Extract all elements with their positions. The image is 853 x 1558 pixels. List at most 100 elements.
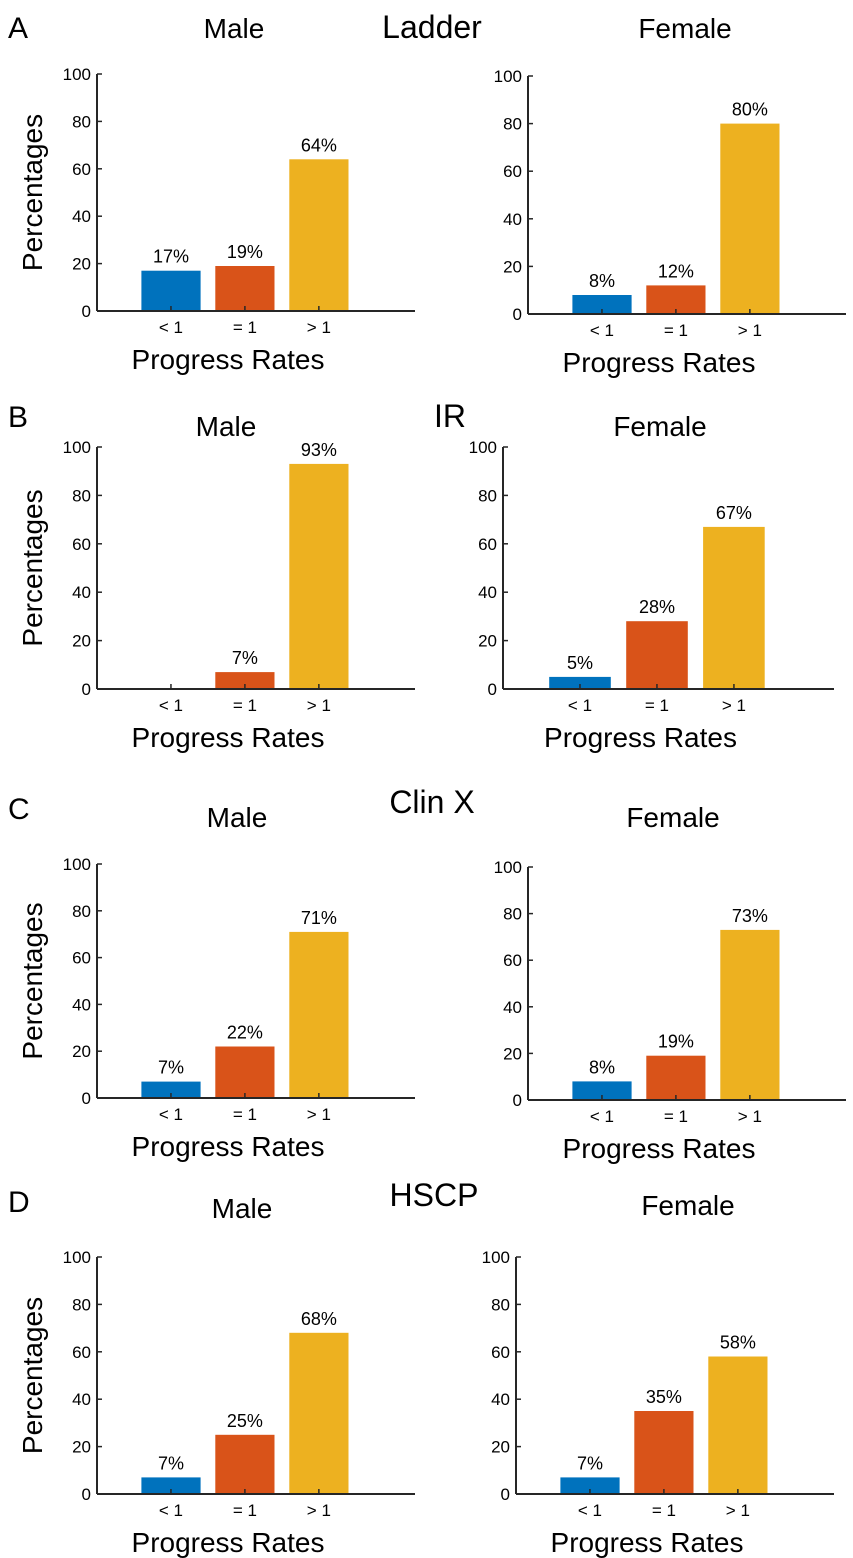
bar-1 [215,1046,275,1098]
y-axis-label: Percentages [17,489,48,646]
data-label: 7% [232,648,258,668]
x-tick-label: > 1 [307,318,331,337]
data-label: 12% [658,261,694,281]
x-tick-label: = 1 [664,321,688,340]
y-tick-label: 100 [469,438,497,457]
y-tick-label: 0 [82,302,91,321]
y-tick-label: 0 [501,1485,510,1504]
data-label: 80% [732,100,768,120]
x-axis-label: Progress Rates [544,722,737,753]
bar-0 [560,1477,620,1494]
data-label: 22% [227,1023,263,1043]
group-title-hscp: HSCP [390,1177,479,1213]
panel-letter-a: A [8,12,28,45]
panel-letter-d: D [8,1186,30,1219]
chart-title: Female [638,13,731,44]
y-tick-label: 60 [478,535,497,554]
chart-title: Male [196,411,257,442]
bar-chart-a-male: Male 0 20 40 60 80 100 < 1 = 1 > 1 17% 19% 64% Progre… [17,13,415,375]
data-label: 67% [716,503,752,523]
y-tick-label: 100 [63,438,91,457]
y-tick-label: 60 [72,160,91,179]
chart-title: Female [613,411,706,442]
y-tick-label: 100 [63,65,91,84]
x-axis-label: Progress Rates [132,1527,325,1558]
y-axis-label: Percentages [17,1297,48,1454]
data-label: 28% [639,597,675,617]
x-tick-label: < 1 [568,696,592,715]
y-tick-label: 40 [72,1390,91,1409]
y-tick-label: 60 [72,1343,91,1362]
panel-letter-b: B [8,401,28,434]
y-tick-label: 0 [82,1485,91,1504]
x-tick-label: > 1 [307,696,331,715]
bar-0 [141,270,201,311]
bar-chart-b-male: Male 0 20 40 60 80 100 < 1 = 1 > 1 7% 93% Progress R… [17,411,415,753]
data-label: 73% [732,906,768,926]
x-tick-label: > 1 [738,321,762,340]
group-title-ir: IR [434,398,466,434]
y-tick-label: 100 [494,67,522,86]
x-tick-label: > 1 [722,696,746,715]
group-title-clin-x: Clin X [389,784,474,820]
bar-2 [289,931,349,1098]
bar-chart-b-female: Female 0 20 40 60 80 100 < 1 = 1 > 1 5% 28% 67% Progr… [469,411,834,753]
y-tick-label: 80 [72,1295,91,1314]
y-tick-label: 40 [72,995,91,1014]
chart-title: Male [207,802,268,833]
y-tick-label: 80 [503,905,522,924]
data-label: 8% [589,271,615,291]
x-tick-label: < 1 [590,321,614,340]
bar-chart-d-male: Male 0 20 40 60 80 100 < 1 = 1 > 1 7% 25% 68% Progres… [17,1193,415,1558]
bar-1 [215,672,275,689]
y-tick-label: 60 [503,162,522,181]
x-axis-label: Progress Rates [132,344,325,375]
y-tick-label: 20 [478,632,497,651]
y-axis-label: Percentages [17,114,48,271]
bar-2 [289,463,349,689]
y-tick-label: 0 [513,1091,522,1110]
y-tick-label: 80 [72,112,91,131]
bar-chart-c-male: Male 0 20 40 60 80 100 < 1 = 1 > 1 7% 22% 71% Progres… [17,802,415,1162]
data-label: 17% [153,247,189,267]
x-axis-label: Progress Rates [563,1133,756,1164]
x-tick-label: < 1 [590,1107,614,1126]
bar-2 [720,929,780,1100]
chart-title: Male [212,1193,273,1224]
bar-chart-a-female: Female 0 20 40 60 80 100 < 1 = 1 > 1 8% 12% 80% Progr… [494,13,846,378]
y-tick-label: 20 [72,255,91,274]
x-tick-label: < 1 [159,1501,183,1520]
data-label: 7% [158,1453,184,1473]
bar-chart-c-female: Female 0 20 40 60 80 100 < 1 = 1 > 1 8% 19% 73% Progr… [494,802,846,1164]
y-tick-label: 100 [63,1248,91,1267]
x-tick-label: > 1 [307,1105,331,1124]
bar-chart-d-female: Female 0 20 40 60 80 100 < 1 = 1 > 1 7% 35% 58% Progr… [482,1190,834,1558]
x-tick-label: < 1 [578,1501,602,1520]
bar-1 [215,266,275,311]
y-tick-label: 40 [72,583,91,602]
y-tick-label: 40 [503,998,522,1017]
data-label: 68% [301,1309,337,1329]
data-label: 8% [589,1057,615,1077]
bar-2 [720,123,780,314]
data-label: 58% [720,1333,756,1353]
bar-1 [215,1434,275,1495]
bar-2 [289,1332,349,1494]
bar-0 [549,676,611,689]
y-tick-label: 20 [72,1438,91,1457]
y-tick-label: 0 [82,680,91,699]
y-tick-label: 40 [478,583,497,602]
data-label: 5% [567,653,593,673]
data-label: 19% [658,1032,694,1052]
bar-0 [572,1081,632,1100]
y-tick-label: 80 [478,486,497,505]
y-tick-label: 60 [503,951,522,970]
x-tick-label: < 1 [159,696,183,715]
x-tick-label: > 1 [726,1501,750,1520]
x-axis-label: Progress Rates [132,1131,325,1162]
x-axis-label: Progress Rates [132,722,325,753]
x-tick-label: = 1 [233,1501,257,1520]
x-axis-label: Progress Rates [551,1527,744,1558]
y-axis-label: Percentages [17,902,48,1059]
